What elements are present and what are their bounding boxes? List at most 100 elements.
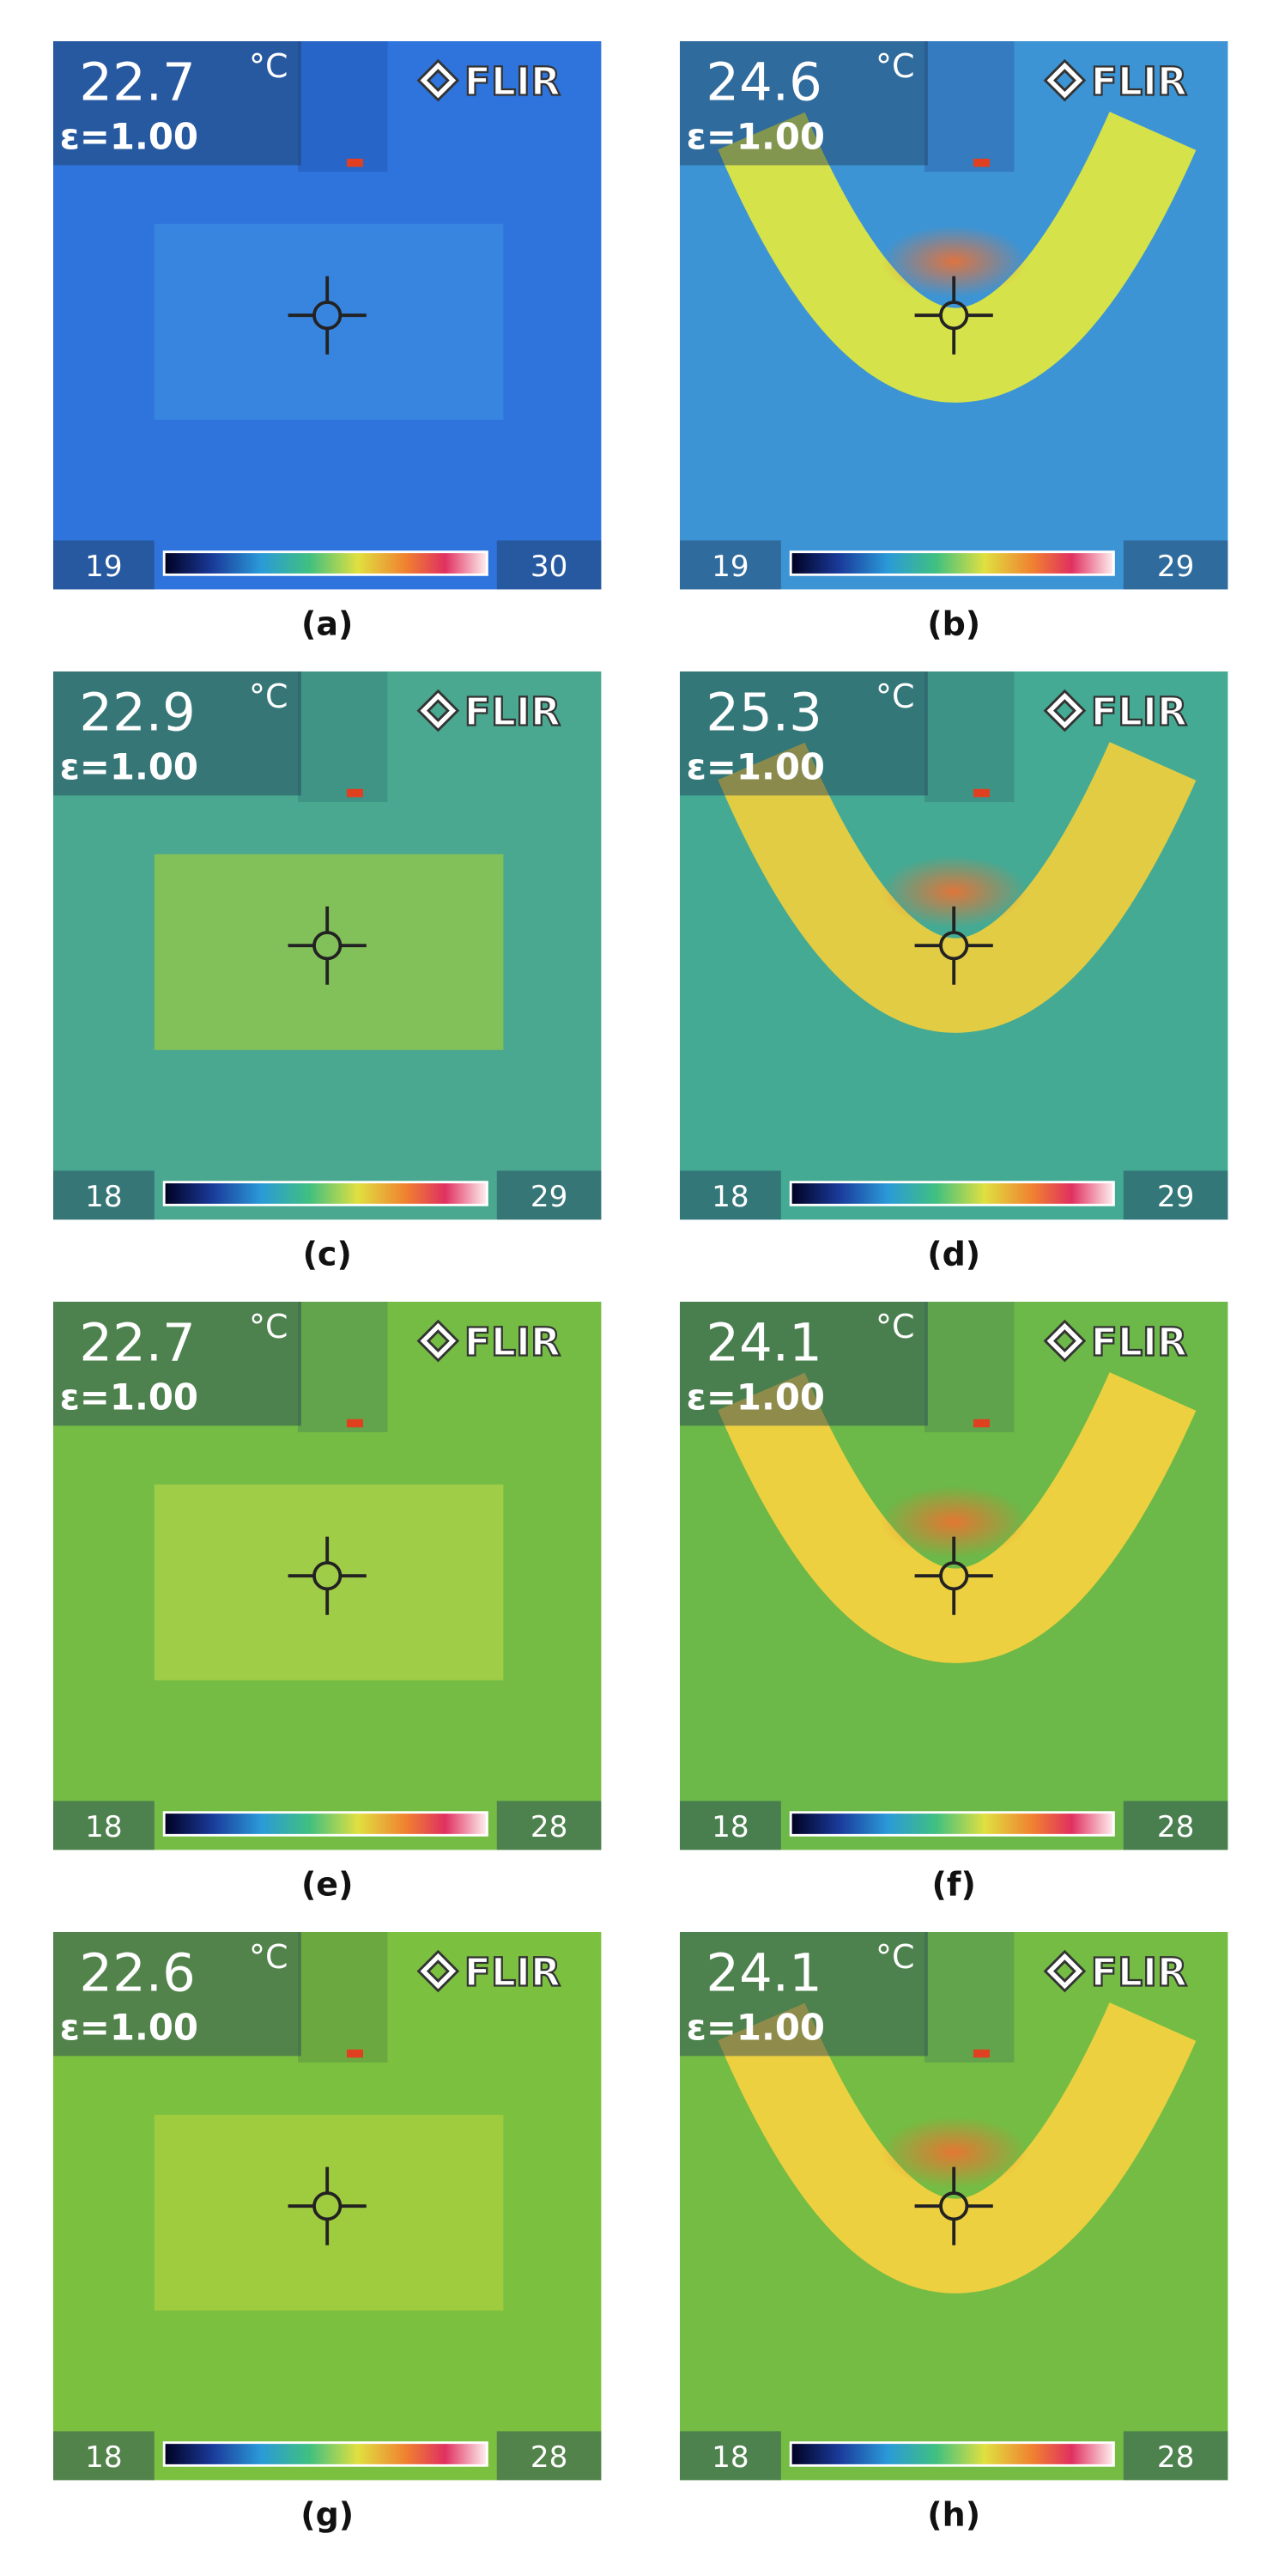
thermal-panel: 22.7 °C ε=1.00 FLIR 19 30 (a) — [53, 41, 602, 643]
heated-plate — [154, 1484, 504, 1680]
heated-band — [718, 112, 1197, 403]
heated-band — [718, 742, 1197, 1033]
logo-text: FLIR — [464, 690, 561, 735]
logo-icon — [1043, 1949, 1087, 1993]
crosshair-lines — [288, 906, 367, 985]
scale-min: 18 — [85, 1180, 123, 1214]
thermal-panel: 25.3 °C ε=1.00 FLIR 18 29 (d) — [680, 671, 1228, 1273]
emissivity: ε=1.00 — [60, 115, 198, 157]
thermal-panel: 24.1 °C ε=1.00 FLIR 18 28 (h) — [680, 1932, 1228, 2534]
temperature-unit: °C — [876, 1938, 915, 1976]
thermal-panel: 24.6 °C ε=1.00 FLIR 19 29 (b) — [680, 41, 1228, 643]
crosshair-lines — [288, 2166, 367, 2245]
caption: (h) — [927, 2496, 980, 2534]
color-scale — [162, 1811, 488, 1837]
logo-icon — [416, 689, 460, 732]
temperature-box — [680, 1302, 928, 1426]
temperature: 24.1 — [706, 1313, 821, 1373]
heated-plate — [154, 2114, 504, 2311]
caption: (b) — [927, 605, 980, 643]
scale-min-box — [680, 540, 781, 590]
temperature: 22.6 — [79, 1943, 195, 2003]
nozzle — [924, 1932, 1015, 2063]
thermal-panel: 22.7 °C ε=1.00 FLIR 18 28 (e) — [53, 1302, 602, 1904]
temperature-unit: °C — [249, 47, 288, 85]
color-scale — [162, 2441, 488, 2467]
temperature-unit: °C — [249, 1938, 288, 1976]
nozzle — [298, 1302, 388, 1432]
nozzle-tip — [973, 158, 990, 167]
crosshair-lines — [914, 276, 993, 355]
nozzle-tip — [347, 158, 364, 167]
emissivity: ε=1.00 — [687, 1376, 825, 1418]
temperature: 22.7 — [79, 52, 195, 112]
color-scale — [162, 550, 488, 576]
hot-spot — [880, 1485, 1027, 1558]
hot-spot — [880, 855, 1027, 928]
hot-spot — [880, 225, 1027, 298]
temperature-unit: °C — [249, 1308, 288, 1346]
temperature-unit: °C — [876, 677, 915, 715]
temperature-box — [680, 671, 928, 796]
thermal-panel: 22.9 °C ε=1.00 FLIR 18 29 (c) — [53, 671, 602, 1273]
logo-text: FLIR — [1091, 690, 1187, 735]
crosshair-lines — [288, 1536, 367, 1615]
color-scale — [789, 550, 1115, 576]
scale-min-box — [680, 1170, 781, 1220]
heated-plate — [154, 223, 504, 420]
color-scale — [789, 1811, 1115, 1837]
scale-max: 28 — [1157, 1810, 1195, 1844]
emissivity: ε=1.00 — [687, 2006, 825, 2048]
scale-min-box — [53, 2431, 155, 2481]
logo-text: FLIR — [1091, 1950, 1187, 1996]
logo-icon — [1043, 58, 1087, 102]
scale-max-box — [1123, 1801, 1228, 1850]
scale-max: 28 — [530, 1810, 568, 1844]
nozzle-tip — [347, 2049, 364, 2058]
temperature: 25.3 — [706, 683, 821, 743]
temperature: 22.7 — [79, 1313, 195, 1373]
nozzle-tip — [973, 2049, 990, 2058]
caption: (a) — [301, 605, 353, 643]
logo-text: FLIR — [1091, 59, 1187, 105]
scale-max: 28 — [530, 2440, 568, 2475]
logo-icon — [1043, 1319, 1087, 1363]
logo-text: FLIR — [1091, 1320, 1187, 1365]
scale-min: 18 — [712, 2440, 749, 2475]
caption: (g) — [300, 2496, 354, 2534]
temperature-box — [53, 1302, 301, 1426]
nozzle-tip — [973, 1419, 990, 1428]
temperature: 24.1 — [706, 1943, 821, 2003]
scale-max-box — [496, 540, 602, 590]
nozzle — [924, 1302, 1015, 1432]
scale-min-box — [53, 540, 155, 590]
nozzle-tip — [347, 788, 364, 798]
scale-min: 19 — [85, 550, 123, 584]
scale-max-box — [1123, 1170, 1228, 1220]
temperature: 22.9 — [79, 683, 195, 743]
scale-max: 29 — [1157, 1180, 1195, 1214]
scale-min: 18 — [85, 2440, 123, 2475]
nozzle — [298, 1932, 388, 2063]
logo-icon — [416, 1319, 460, 1363]
temperature-unit: °C — [876, 47, 915, 85]
emissivity: ε=1.00 — [687, 115, 825, 157]
temperature-box — [53, 1932, 301, 2057]
scale-max: 29 — [1157, 550, 1195, 584]
scale-min: 19 — [712, 550, 749, 584]
scale-max: 30 — [530, 550, 568, 584]
scale-max: 29 — [530, 1180, 568, 1214]
scale-max-box — [1123, 2431, 1228, 2481]
nozzle — [298, 671, 388, 802]
caption: (c) — [303, 1236, 352, 1273]
crosshair-lines — [914, 1536, 993, 1615]
caption: (d) — [927, 1236, 980, 1273]
temperature-unit: °C — [876, 1308, 915, 1346]
scale-max: 28 — [1157, 2440, 1195, 2475]
thermal-panel: 22.6 °C ε=1.00 FLIR 18 28 (g) — [53, 1932, 602, 2534]
color-scale — [162, 1181, 488, 1206]
scale-min-box — [680, 2431, 781, 2481]
heated-band — [718, 2002, 1197, 2293]
scale-max-box — [496, 1170, 602, 1220]
